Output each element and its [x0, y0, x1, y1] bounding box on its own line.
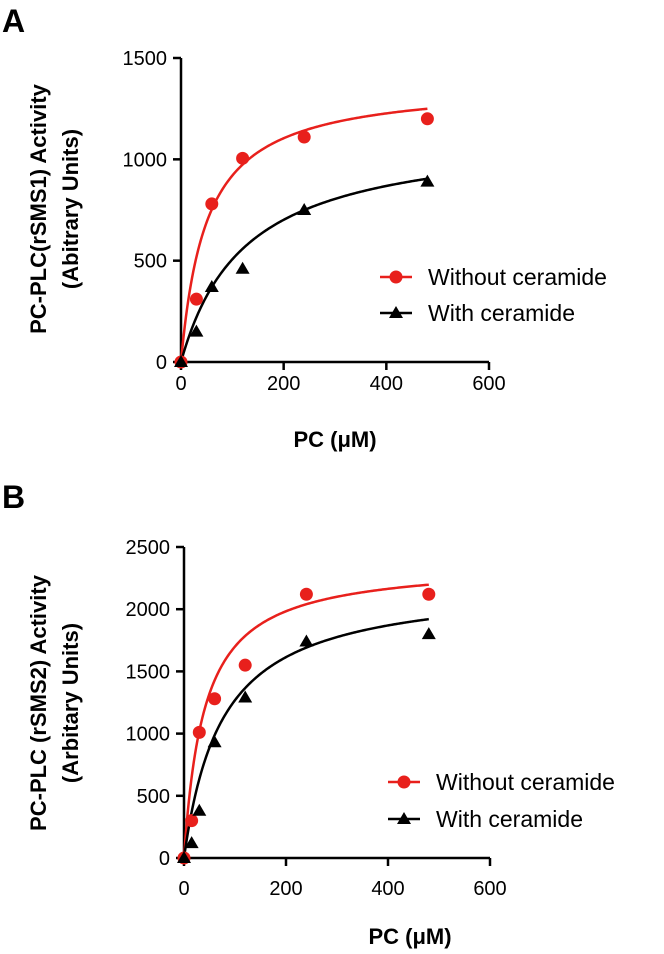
- panel-b-point-without: [192, 725, 206, 739]
- panel-a-point-without: [189, 292, 203, 306]
- panel-a-point-without: [420, 112, 434, 126]
- panel-b-xlabel: PC (μM): [368, 924, 451, 949]
- panel-b-y-tick-label: 1000: [126, 724, 171, 746]
- panel-b-legend-label-without: Without ceramide: [436, 769, 615, 795]
- panel-b-point-with: [177, 851, 191, 863]
- panel-a-point-without: [236, 151, 250, 165]
- panel-b-y-tick-label: 500: [137, 786, 170, 808]
- panel-b-point-without: [299, 587, 313, 601]
- panel-a-ylabel-line1: PC-PLC(rSMS1) Activity: [26, 83, 51, 334]
- panel-a-axes: [179, 58, 489, 364]
- panel-b-ylabel-line2: (Arbitary Units): [58, 623, 83, 783]
- panel-a-y-tick-label: 1500: [123, 48, 168, 70]
- panel-a-point-with: [204, 280, 219, 293]
- panel-b-legend-marker-with: [397, 812, 411, 824]
- panel-b-point-with: [299, 634, 314, 647]
- panel-b-axes: [182, 547, 490, 860]
- panel-b-point-with: [238, 690, 253, 703]
- panel-b-y-tick-label: 1500: [126, 661, 171, 683]
- panel-b-x-tick-label: 0: [178, 878, 189, 900]
- panel-a-x-tick-label: 600: [472, 373, 505, 395]
- panel-b-point-without: [208, 692, 222, 706]
- panel-b: B PC-PLC (rSMS2) Activity (Arbitary Unit…: [2, 479, 615, 949]
- panel-a-y-tick-label: 500: [134, 251, 167, 273]
- panel-b-letter: B: [2, 479, 25, 515]
- panel-a-point-with: [297, 203, 312, 215]
- panel-b-y-tick-label: 2000: [126, 599, 171, 621]
- panel-a-y-tick-label: 1000: [123, 149, 168, 171]
- panel-a-fit-curve-without: [179, 107, 428, 363]
- panel-a-legend-label-with: With ceramide: [428, 300, 575, 326]
- panel-b-y-tick-label: 0: [159, 848, 170, 870]
- panel-a-legend-marker-without: [389, 270, 403, 284]
- panel-a-legend-label-without: Without ceramide: [428, 264, 607, 290]
- panel-a-xlabel: PC (μM): [293, 427, 376, 452]
- panel-b-point-with: [421, 627, 436, 640]
- panel-b-ylabel-line1: PC-PLC (rSMS2) Activity: [26, 574, 51, 831]
- panel-b-data-points: [177, 587, 436, 865]
- panel-b-legend: Without ceramide With ceramide: [388, 769, 615, 832]
- panel-a-y-tick-label: 0: [156, 352, 167, 374]
- panel-b-ticks: 0 200 400 600 0 500 1000 1500 2000 2500: [126, 537, 507, 900]
- panel-a-x-tick-label: 400: [370, 373, 403, 395]
- panel-a-point-without: [205, 197, 219, 211]
- panel-b-point-with: [192, 803, 207, 816]
- panel-b-y-tick-label: 2500: [126, 537, 171, 559]
- panel-b-fit-curve-without: [182, 583, 429, 859]
- panel-a-point-with: [174, 355, 188, 367]
- panel-a-ticks: 0 200 400 600 0 500 1000 1500: [123, 48, 506, 395]
- panel-b-legend-label-with: With ceramide: [436, 806, 583, 832]
- panel-b-point-without: [238, 658, 252, 672]
- panel-a-point-with: [420, 174, 435, 187]
- panel-b-point-without: [422, 587, 436, 601]
- panel-a-ylabel-line2: (Abitrary Units): [58, 129, 83, 289]
- panel-b-point-without: [185, 814, 199, 828]
- panel-a-legend-marker-with: [389, 306, 403, 318]
- panel-b-x-tick-label: 200: [269, 878, 302, 900]
- panel-b-point-with: [207, 735, 222, 748]
- panel-b-x-tick-label: 400: [371, 878, 404, 900]
- panel-a-letter: A: [2, 3, 25, 39]
- panel-a-point-with: [235, 261, 250, 274]
- panel-a: A PC-PLC(rSMS1) Activity (Abitrary Units…: [2, 3, 607, 452]
- panel-a-fit-curves: [179, 107, 428, 363]
- panel-b-legend-marker-without: [397, 775, 411, 789]
- panel-b-fit-curves: [182, 583, 429, 859]
- panel-a-x-tick-label: 0: [175, 373, 186, 395]
- panel-b-x-tick-label: 600: [473, 878, 506, 900]
- panel-a-point-with: [189, 324, 204, 337]
- panel-a-data-points: [174, 112, 435, 369]
- panel-b-fit-curve-with: [182, 617, 429, 859]
- panel-a-legend: Without ceramide With ceramide: [380, 264, 607, 326]
- panel-b-point-with: [184, 836, 199, 849]
- panel-a-x-tick-label: 200: [267, 373, 300, 395]
- panel-a-point-without: [297, 130, 311, 144]
